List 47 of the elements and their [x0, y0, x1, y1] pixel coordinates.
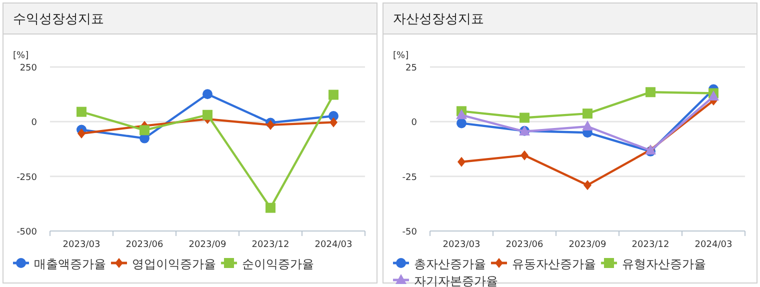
point	[202, 110, 212, 120]
legend-label: 총자산증가율	[414, 257, 486, 271]
y-tick-label: 25	[406, 64, 417, 74]
y-axis-title: [%]	[13, 51, 29, 61]
chart-title: 수익성장성지표	[13, 12, 104, 27]
y-tick-label: -250	[16, 172, 38, 183]
point	[328, 90, 338, 100]
legend-label: 유형자산증가율	[622, 257, 706, 271]
legend-label: 자기자본증가율	[414, 274, 498, 287]
chart-title: 자산성장성지표	[393, 12, 484, 27]
point	[140, 125, 150, 136]
x-tick-label: 2023/12	[252, 240, 290, 250]
point	[646, 87, 656, 98]
point	[76, 106, 86, 117]
point	[708, 90, 719, 101]
point	[456, 118, 466, 128]
legend-label: 매출액증가율	[34, 257, 106, 271]
point	[330, 117, 338, 128]
point	[456, 109, 467, 120]
y-tick-label: 0	[31, 118, 38, 128]
x-tick-label: 2023/03	[442, 240, 480, 250]
x-tick-label: 2023/06	[126, 240, 164, 250]
point	[266, 202, 276, 213]
x-tick-label: 2023/09	[188, 240, 226, 250]
point	[78, 128, 86, 138]
point	[582, 108, 592, 119]
point	[202, 89, 212, 100]
y-tick-label: 250	[20, 64, 38, 74]
x-tick-label: 2024/03	[694, 240, 732, 250]
x-tick-label: 2023/06	[506, 240, 544, 250]
y-tick-label: -50	[402, 228, 418, 238]
x-tick-label: 2023/12	[632, 240, 670, 250]
point	[458, 156, 466, 167]
point	[584, 180, 592, 190]
x-tick-label: 2023/03	[62, 240, 100, 250]
legend-label: 영업이익증가율	[132, 257, 216, 271]
point	[520, 150, 528, 160]
point	[520, 112, 530, 123]
x-tick-label: 2024/03	[314, 240, 352, 250]
y-axis-title: [%]	[393, 51, 409, 61]
point	[582, 120, 593, 130]
legend-label: 순이익증가율	[242, 257, 314, 271]
x-tick-label: 2023/09	[568, 240, 606, 250]
y-tick-label: 0	[411, 118, 418, 128]
legend-label: 유동자산증가율	[512, 257, 596, 271]
y-tick-label: -500	[16, 228, 38, 238]
y-tick-label: -25	[402, 172, 417, 183]
